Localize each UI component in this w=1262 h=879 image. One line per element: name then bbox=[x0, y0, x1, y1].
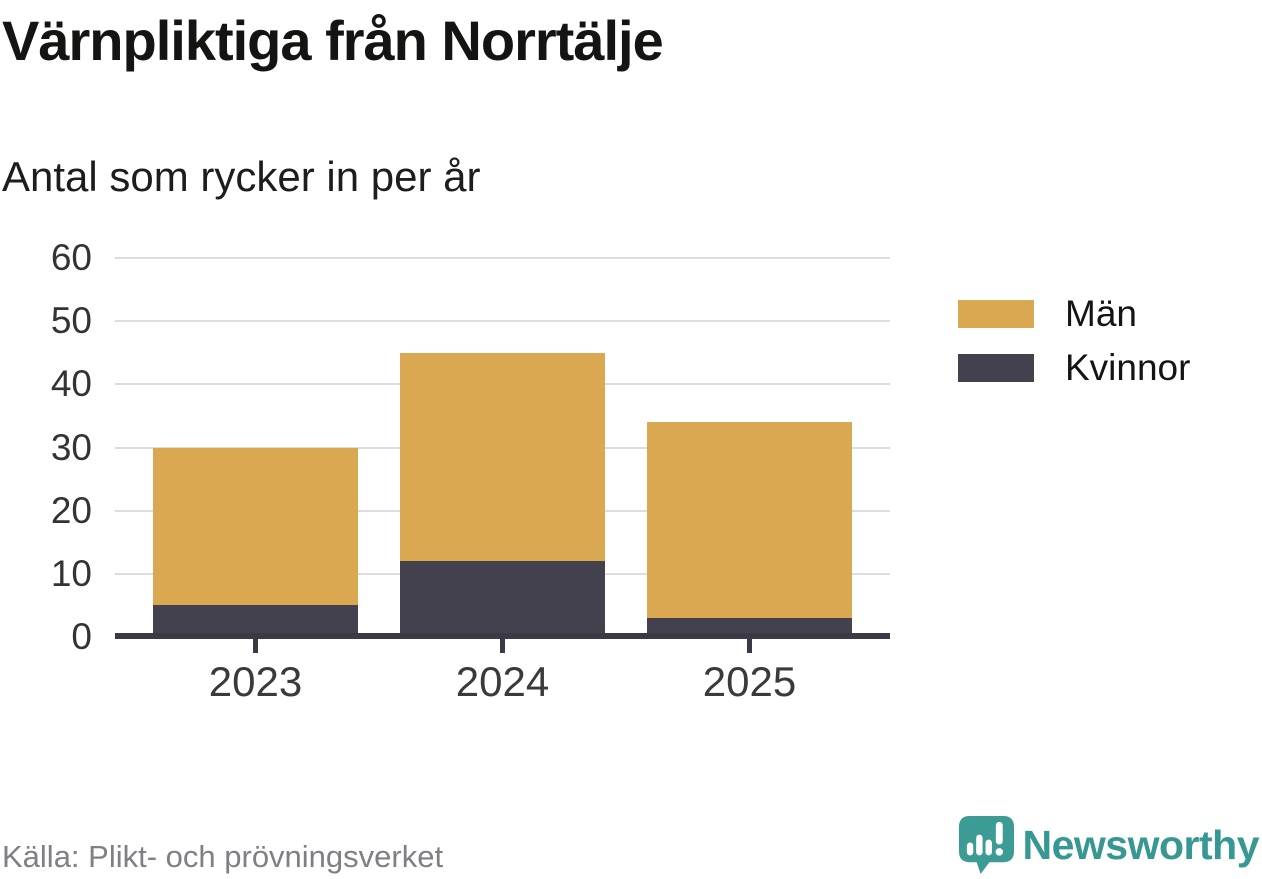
bar-group-2025 bbox=[647, 422, 852, 637]
plot-area bbox=[115, 257, 890, 653]
bar-segment-män-2024 bbox=[400, 352, 605, 562]
legend: Män Kvinnor bbox=[958, 293, 1191, 388]
bar-segment-kvinnor-2024 bbox=[400, 561, 605, 637]
chart-subtitle: Antal som rycker in per år bbox=[2, 153, 481, 200]
x-tick-2023 bbox=[253, 639, 258, 653]
gridline-60 bbox=[115, 257, 890, 259]
x-axis-line bbox=[115, 633, 890, 639]
legend-label-män: Män bbox=[1065, 293, 1137, 334]
y-tick-label-60: 60 bbox=[50, 237, 92, 278]
x-tick-label-2025: 2025 bbox=[702, 658, 797, 705]
bar-segment-män-2023 bbox=[153, 447, 358, 606]
source-note: Källa: Plikt- och prövningsverket bbox=[2, 839, 444, 874]
y-tick-label-40: 40 bbox=[50, 363, 92, 405]
x-tick-2024 bbox=[500, 639, 505, 653]
x-tick-2025 bbox=[747, 639, 752, 653]
y-axis-labels: 0 10 20 30 40 50 60 bbox=[0, 0, 92, 879]
legend-row-kvinnor: Kvinnor bbox=[958, 347, 1191, 388]
legend-row-män: Män bbox=[958, 293, 1190, 334]
brand-logo: Newsworthy bbox=[958, 815, 1260, 875]
legend-swatch-kvinnor bbox=[958, 353, 1034, 382]
brand-name: Newsworthy bbox=[1022, 822, 1260, 868]
legend-label-kvinnor: Kvinnor bbox=[1065, 347, 1191, 388]
newsworthy-chart-bubble-icon bbox=[958, 816, 1014, 874]
gridline-50 bbox=[115, 320, 890, 323]
x-axis-labels: 2023 2024 2025 bbox=[115, 658, 890, 708]
chart-title: Värnpliktiga från Norrtälje bbox=[2, 9, 664, 72]
y-tick-label-0: 0 bbox=[71, 616, 92, 657]
legend-swatch-män bbox=[958, 299, 1034, 328]
bar-segment-kvinnor-2023 bbox=[153, 605, 358, 637]
x-tick-label-2024: 2024 bbox=[455, 658, 550, 705]
bar-segment-män-2025 bbox=[647, 422, 852, 619]
y-tick-label-20: 20 bbox=[50, 489, 92, 531]
y-tick-label-30: 30 bbox=[50, 426, 92, 468]
bar-group-2024 bbox=[400, 352, 605, 637]
y-tick-label-10: 10 bbox=[50, 552, 92, 594]
bar-segment-kvinnor-2025 bbox=[647, 618, 852, 637]
y-tick-label-50: 50 bbox=[50, 300, 92, 342]
x-tick-label-2023: 2023 bbox=[208, 658, 303, 705]
bar-group-2023 bbox=[153, 447, 358, 637]
